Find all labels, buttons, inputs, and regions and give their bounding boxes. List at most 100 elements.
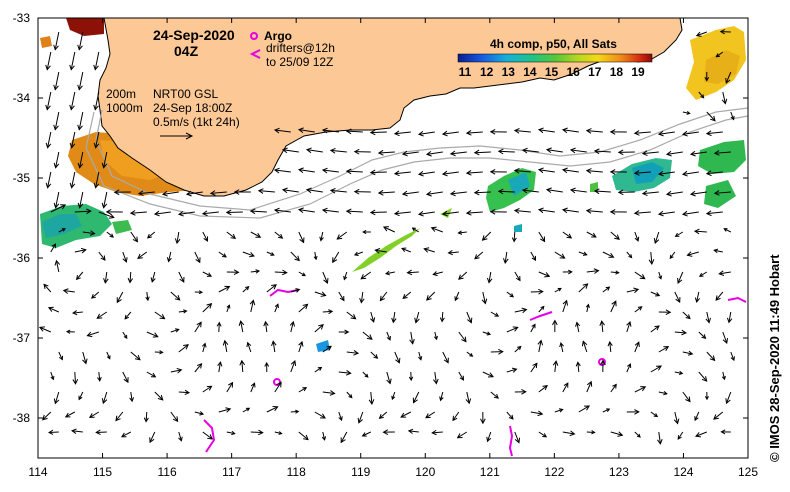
current-arrowhead [593,268,600,274]
current-arrow [89,411,100,418]
current-arrowhead [45,64,51,71]
current-arrowhead [401,247,407,253]
sst-patches [40,18,746,352]
current-arrowhead [641,190,648,197]
current-arrowhead [137,253,143,259]
sst-patch-cyan-1 [514,224,522,232]
current-arrow [562,231,572,239]
current-arrow [530,324,536,333]
current-arrowhead [271,284,277,290]
current-arrowhead [159,313,166,320]
current-arrowhead [681,210,688,217]
current-arrowhead [433,335,438,341]
current-arrowhead [461,336,467,343]
current-arrowhead [137,190,144,197]
current-arrowhead [344,329,350,335]
current-arrow [241,360,244,373]
current-arrow [370,311,375,323]
current-arrowhead [512,326,519,332]
current-arrow [538,169,555,173]
sst-patch-nw-dark [66,18,104,36]
current-arrowhead [704,396,709,401]
current-arrowhead [377,189,384,196]
current-arrowhead [320,291,327,297]
current-arrowhead [537,339,544,346]
current-arrowhead [106,355,111,360]
current-arrowhead [353,350,360,356]
current-arrowhead [513,168,520,174]
current-arrow [634,306,643,313]
current-arrow [466,311,472,323]
current-arrow [168,251,172,262]
current-arrowhead [686,251,693,257]
current-arrow [49,431,59,434]
current-arrow [170,369,182,373]
current-arrowhead [713,414,719,420]
current-arrow [346,210,363,213]
current-arrow [634,431,641,438]
current-arrow [674,331,687,334]
current-arrow [298,169,315,173]
current-arrowhead [575,361,581,367]
current-arrow [554,361,557,373]
current-arrowhead [345,168,352,175]
current-arrowhead [515,275,521,282]
current-arrow [346,130,363,133]
current-arrowhead [593,188,600,195]
current-arrow [332,251,340,263]
bathymetry-contours [85,107,749,219]
current-arrow [514,309,527,313]
current-arrowhead [561,207,568,214]
x-tick-label: 122 [544,465,564,479]
current-arrow [450,191,467,195]
current-arrow [202,303,212,313]
current-arrowhead [655,292,661,297]
current-arrowhead [417,210,424,217]
current-arrowhead [633,210,640,216]
credit-text: © IMOS 28-Sep-2020 11:49 Hobart [767,254,782,462]
current-arrowhead [343,275,348,281]
current-arrow [94,51,100,70]
current-arrowhead [239,359,246,366]
current-arrowhead [233,189,240,195]
current-arrowhead [705,170,712,177]
current-arrow [504,251,508,264]
current-arrowhead [400,412,407,418]
current-arrow [706,111,716,122]
current-arrowhead [264,361,270,367]
current-arrowhead [701,376,708,382]
map-date: 24-Sep-2020 [153,27,235,43]
current-arrow [530,363,538,373]
current-arrow [578,405,590,413]
current-arrowhead [393,170,400,177]
current-arrowhead [497,188,504,195]
current-arrow [658,431,661,444]
current-arrow [609,341,612,353]
current-arrowhead [626,320,632,327]
current-arrow [450,151,467,155]
current-arrow [290,360,296,373]
current-arrowhead [537,167,544,174]
current-arrowhead [695,31,702,37]
current-arrowhead [174,295,181,301]
colorbar-title: 4h comp, p50, All Sats [490,37,617,51]
current-arrow [391,391,396,400]
current-arrowhead [705,130,712,137]
current-arrow [274,382,282,393]
current-arrow [194,363,202,373]
current-arrow [716,51,724,58]
current-arrowhead [508,414,514,420]
current-arrow [400,411,412,418]
current-arrow [634,271,646,280]
current-arrowhead [134,354,141,361]
current-arrowhead [199,411,205,416]
x-tick-label: 116 [158,465,177,479]
current-arrowhead [586,380,593,387]
current-arrowhead [297,167,304,174]
drifter-legend-icon [249,49,261,59]
y-tick-label: -36 [13,251,31,265]
current-arrowhead [249,299,256,306]
current-arrowhead [339,296,345,302]
current-arrowhead [722,337,729,344]
current-arrow [274,231,283,239]
